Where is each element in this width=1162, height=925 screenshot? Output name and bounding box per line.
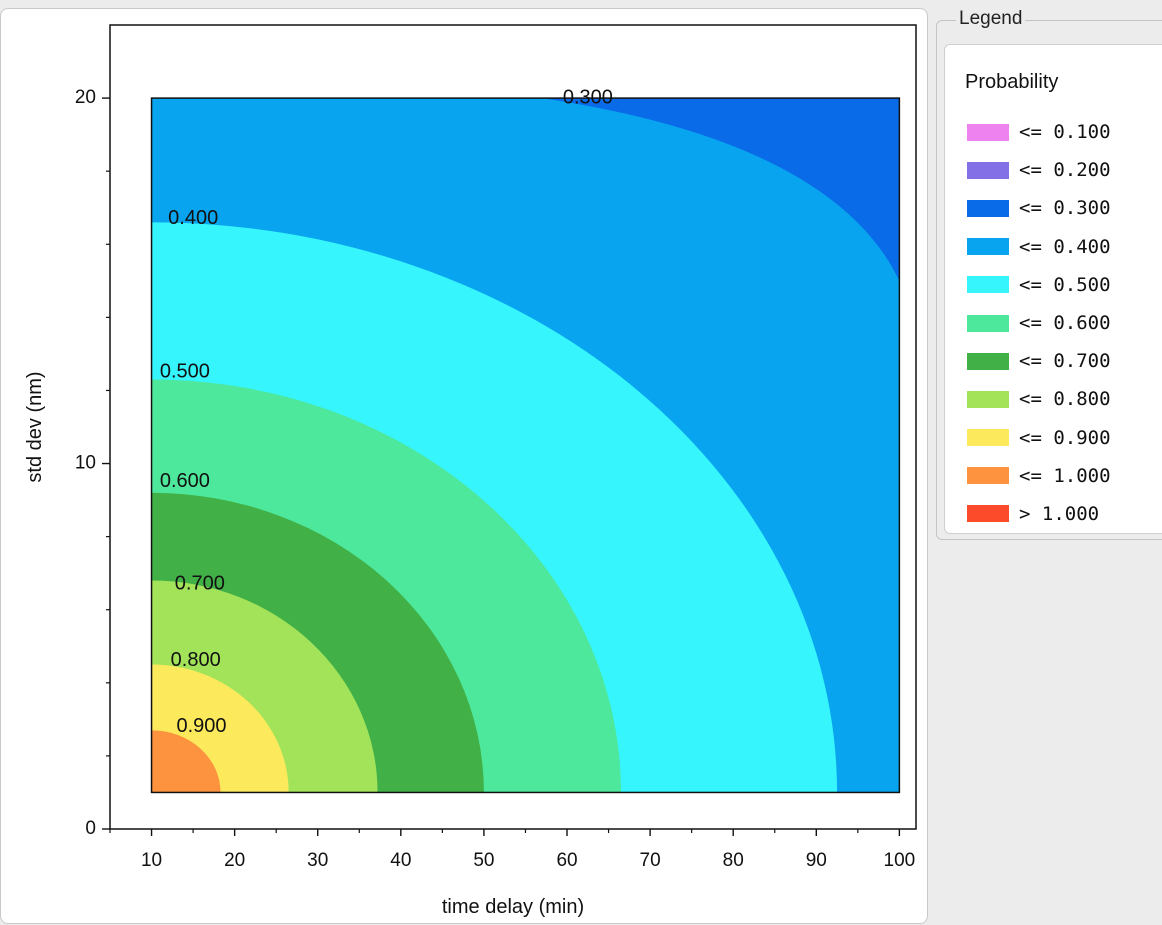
- contour-label: 0.400: [168, 207, 218, 229]
- legend-item: > 1.000: [967, 495, 1111, 533]
- x-axis-label: time delay (min): [442, 896, 584, 918]
- y-axis-label: std dev (nm): [24, 371, 46, 482]
- contour-label: 0.700: [175, 572, 225, 594]
- contour-label: 0.900: [176, 715, 226, 737]
- contour-label: 0.600: [160, 470, 210, 492]
- legend-swatch: [967, 276, 1009, 294]
- legend-item: <= 0.600: [967, 304, 1111, 342]
- x-tick-label: 70: [640, 850, 661, 871]
- legend-item: <= 0.900: [967, 419, 1111, 457]
- x-tick-label: 80: [723, 850, 744, 871]
- legend-heading: Probability: [965, 71, 1059, 93]
- legend-label: <= 0.200: [1019, 159, 1111, 182]
- x-tick-label: 10: [141, 850, 162, 871]
- legend-swatch: [967, 123, 1009, 141]
- legend-title: Legend: [956, 8, 1026, 30]
- x-tick-label: 30: [307, 850, 328, 871]
- chart-panel: 0.900 0.800 0.700 0.600 0.500 0.400 0.300 10 20…: [0, 8, 928, 924]
- plot-frame: [109, 24, 917, 830]
- y-tick-label: 0: [85, 818, 96, 839]
- legend-label: <= 0.100: [1019, 121, 1111, 144]
- data-region-border: [150, 97, 901, 794]
- contour-region-0-300: [542, 98, 900, 281]
- legend-label: > 1.000: [1019, 502, 1100, 525]
- legend-item: <= 0.700: [967, 342, 1111, 380]
- x-tick-label: 60: [556, 850, 577, 871]
- legend-item: <= 0.500: [967, 266, 1111, 304]
- y-tick-label: 20: [75, 87, 96, 108]
- legend-label: <= 0.300: [1019, 197, 1111, 220]
- x-tick-label: 90: [806, 850, 827, 871]
- contour-labels: 0.900 0.800 0.700 0.600 0.500 0.400 0.300: [160, 86, 613, 737]
- legend-item: <= 0.400: [967, 228, 1111, 266]
- contour-label: 0.300: [563, 86, 613, 108]
- legend-item: <= 0.300: [967, 189, 1111, 227]
- y-tick-label: 10: [75, 453, 96, 474]
- contour-region-1-000: [151, 730, 221, 793]
- legend-item: <= 0.800: [967, 380, 1111, 418]
- contour-fills: [151, 98, 900, 793]
- legend-swatch: [967, 352, 1009, 370]
- legend-label: <= 0.800: [1019, 388, 1111, 411]
- legend-item: <= 1.000: [967, 457, 1111, 495]
- legend-label: <= 1.000: [1019, 464, 1111, 487]
- legend-swatch: [967, 238, 1009, 256]
- legend-swatch: [967, 314, 1009, 332]
- x-tick-label: 40: [390, 850, 411, 871]
- contour-label: 0.800: [171, 649, 221, 671]
- contour-plot: 0.900 0.800 0.700 0.600 0.500 0.400 0.300 10 20…: [24, 24, 917, 918]
- legend-swatch: [967, 161, 1009, 179]
- legend-swatch: [967, 505, 1009, 523]
- legend-item: <= 0.100: [967, 113, 1111, 151]
- legend-swatch: [967, 199, 1009, 217]
- legend-swatch: [967, 467, 1009, 485]
- legend-swatch: [967, 390, 1009, 408]
- legend-item: <= 0.200: [967, 151, 1111, 189]
- x-tick-label: 100: [884, 850, 916, 871]
- legend-list: <= 0.100 <= 0.200 <= 0.300 <= 0.400 <= 0.500…: [967, 113, 1111, 533]
- legend-label: <= 0.600: [1019, 312, 1111, 335]
- legend-label: <= 0.900: [1019, 426, 1111, 449]
- x-tick-label: 50: [473, 850, 494, 871]
- legend-label: <= 0.500: [1019, 273, 1111, 296]
- axes: 10 20 30 40 50 60 70 80 90 100 0 10 20: [75, 87, 915, 871]
- legend-group: [936, 20, 1162, 540]
- legend: Probability <= 0.100 <= 0.200 <= 0.300 <= 0…: [944, 44, 1162, 534]
- legend-label: <= 0.400: [1019, 235, 1111, 258]
- x-tick-label: 20: [224, 850, 245, 871]
- legend-label: <= 0.700: [1019, 350, 1111, 373]
- contour-label: 0.500: [160, 360, 210, 382]
- legend-swatch: [967, 429, 1009, 447]
